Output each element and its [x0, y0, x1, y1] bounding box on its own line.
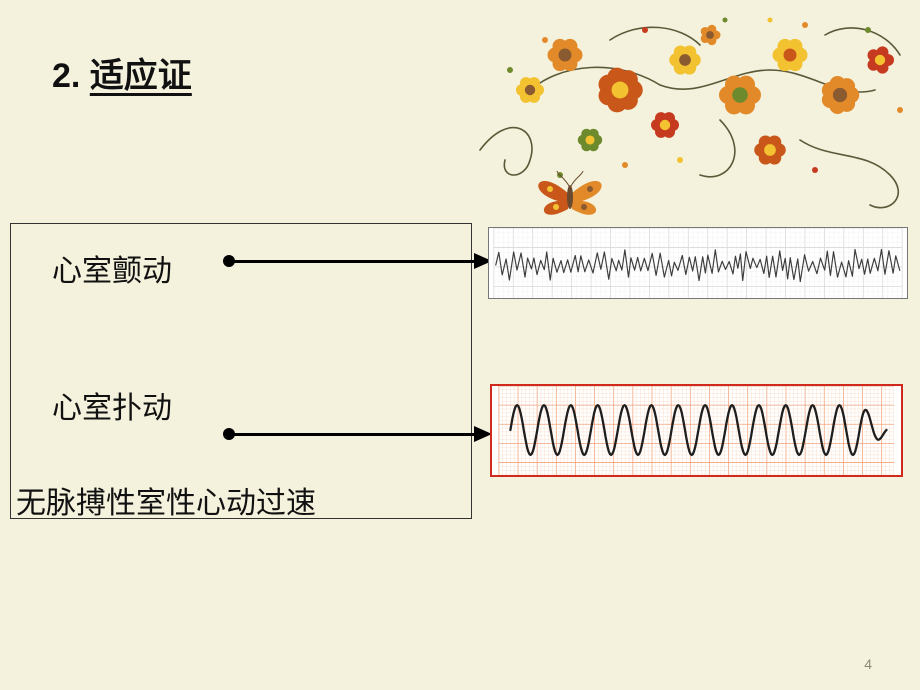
arrow-1-line — [229, 260, 476, 263]
slide-title: 2. 适应证 — [52, 48, 192, 97]
ecg-vfib-panel — [488, 227, 908, 299]
arrow-2-line — [229, 433, 476, 436]
item-vfib-label: 心室颤动 — [52, 246, 172, 290]
ecg-vflutter-svg — [492, 386, 901, 475]
item-vflutter-label: 心室扑动 — [52, 383, 172, 427]
item-pulseless-vt-label: 无脉搏性室性心动过速 — [16, 478, 316, 522]
floral-decoration — [470, 0, 920, 225]
ecg-vfib-svg — [489, 228, 907, 298]
page-number: 4 — [864, 656, 872, 672]
title-text: 适应证 — [90, 57, 192, 95]
ecg-vflutter-panel — [490, 384, 903, 477]
title-number: 2. — [52, 57, 80, 95]
